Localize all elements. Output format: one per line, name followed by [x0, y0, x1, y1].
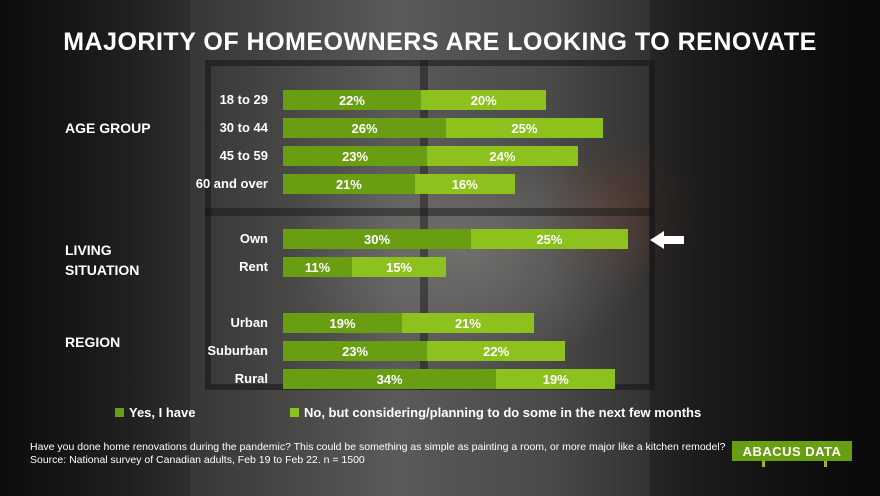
bar-segment-no: 21%	[402, 313, 534, 333]
chart-title: MAJORITY OF HOMEOWNERS ARE LOOKING TO RE…	[63, 28, 817, 56]
category-label: Own	[239, 231, 268, 246]
bar-segment-yes: 23%	[283, 341, 428, 361]
legend-yes: Yes, I have	[115, 405, 196, 420]
bar-segment-no: 16%	[414, 174, 515, 194]
category-label: 30 to 44	[219, 120, 268, 135]
bar-segment-yes: 19%	[283, 313, 403, 333]
group-label-living-situation: LIVING SITUATION	[65, 242, 140, 278]
footnote: Have you done home renovations during th…	[30, 441, 730, 466]
category-label: 18 to 29	[219, 92, 268, 107]
bar-segment-no: 19%	[496, 369, 616, 389]
data-label: 23%	[342, 343, 369, 359]
bar-segment-yes: 21%	[283, 174, 415, 194]
data-label: 21%	[335, 176, 362, 192]
group-label-region: REGION	[65, 334, 121, 350]
data-label: 26%	[351, 120, 378, 136]
data-label: 22%	[483, 343, 510, 359]
bar-segment-yes: 23%	[283, 146, 428, 166]
bar-segment-no: 20%	[420, 90, 547, 110]
legend-swatch-no	[290, 408, 299, 417]
curtain-right	[650, 0, 880, 496]
bar-segment-no: 25%	[471, 229, 628, 249]
legend-no: No, but considering/planning to do some …	[290, 405, 701, 420]
data-label: 19%	[542, 371, 569, 387]
data-label: 25%	[536, 231, 563, 247]
data-label: 15%	[385, 259, 412, 275]
bar-segment-yes: 34%	[283, 369, 497, 389]
bar-segment-yes: 30%	[283, 229, 472, 249]
footnote-question: Have you done home renovations during th…	[30, 441, 726, 453]
category-label: Rent	[239, 259, 268, 274]
data-label: 23%	[342, 148, 369, 164]
data-label: 22%	[338, 92, 365, 108]
data-label: 11%	[304, 259, 331, 275]
bar-segment-yes: 26%	[283, 118, 447, 138]
category-label: Suburban	[207, 343, 268, 358]
data-label: 21%	[454, 315, 481, 331]
logo-tick	[762, 461, 765, 467]
data-label: 19%	[329, 315, 356, 331]
data-label: 34%	[376, 371, 403, 387]
category-label: Urban	[230, 315, 268, 330]
data-label: 24%	[489, 148, 516, 164]
abacus-data-logo: ABACUS DATA	[732, 441, 852, 469]
bar-segment-no: 22%	[427, 341, 566, 361]
legend-no-label: No, but considering/planning to do some …	[304, 405, 702, 420]
legend-swatch-yes	[115, 408, 124, 417]
window-mullion-vertical	[420, 60, 428, 390]
arrow-left-icon	[650, 231, 684, 249]
logo-tick	[824, 461, 827, 467]
data-label: 20%	[470, 92, 497, 108]
data-label: 30%	[364, 231, 391, 247]
curtain-left	[0, 0, 190, 496]
data-label: 16%	[451, 176, 478, 192]
bar-segment-no: 24%	[427, 146, 578, 166]
bar-segment-no: 15%	[351, 257, 447, 277]
legend-yes-label: Yes, I have	[129, 405, 196, 420]
footnote-source: Source: National survey of Canadian adul…	[30, 453, 365, 466]
logo-word-data: DATA	[805, 443, 842, 459]
data-label: 25%	[511, 120, 538, 136]
category-label: Rural	[234, 371, 268, 386]
bar-segment-yes: 11%	[283, 257, 352, 277]
group-label-age: AGE GROUP	[65, 120, 151, 136]
bar-segment-no: 25%	[446, 118, 603, 138]
logo-word-abacus: ABACUS	[742, 443, 802, 459]
category-label: 60 and over	[195, 176, 268, 191]
category-label: 45 to 59	[219, 148, 268, 163]
logo-box: ABACUS DATA	[732, 441, 852, 461]
bar-segment-yes: 22%	[283, 90, 421, 110]
window-mullion-horizontal	[205, 208, 655, 216]
